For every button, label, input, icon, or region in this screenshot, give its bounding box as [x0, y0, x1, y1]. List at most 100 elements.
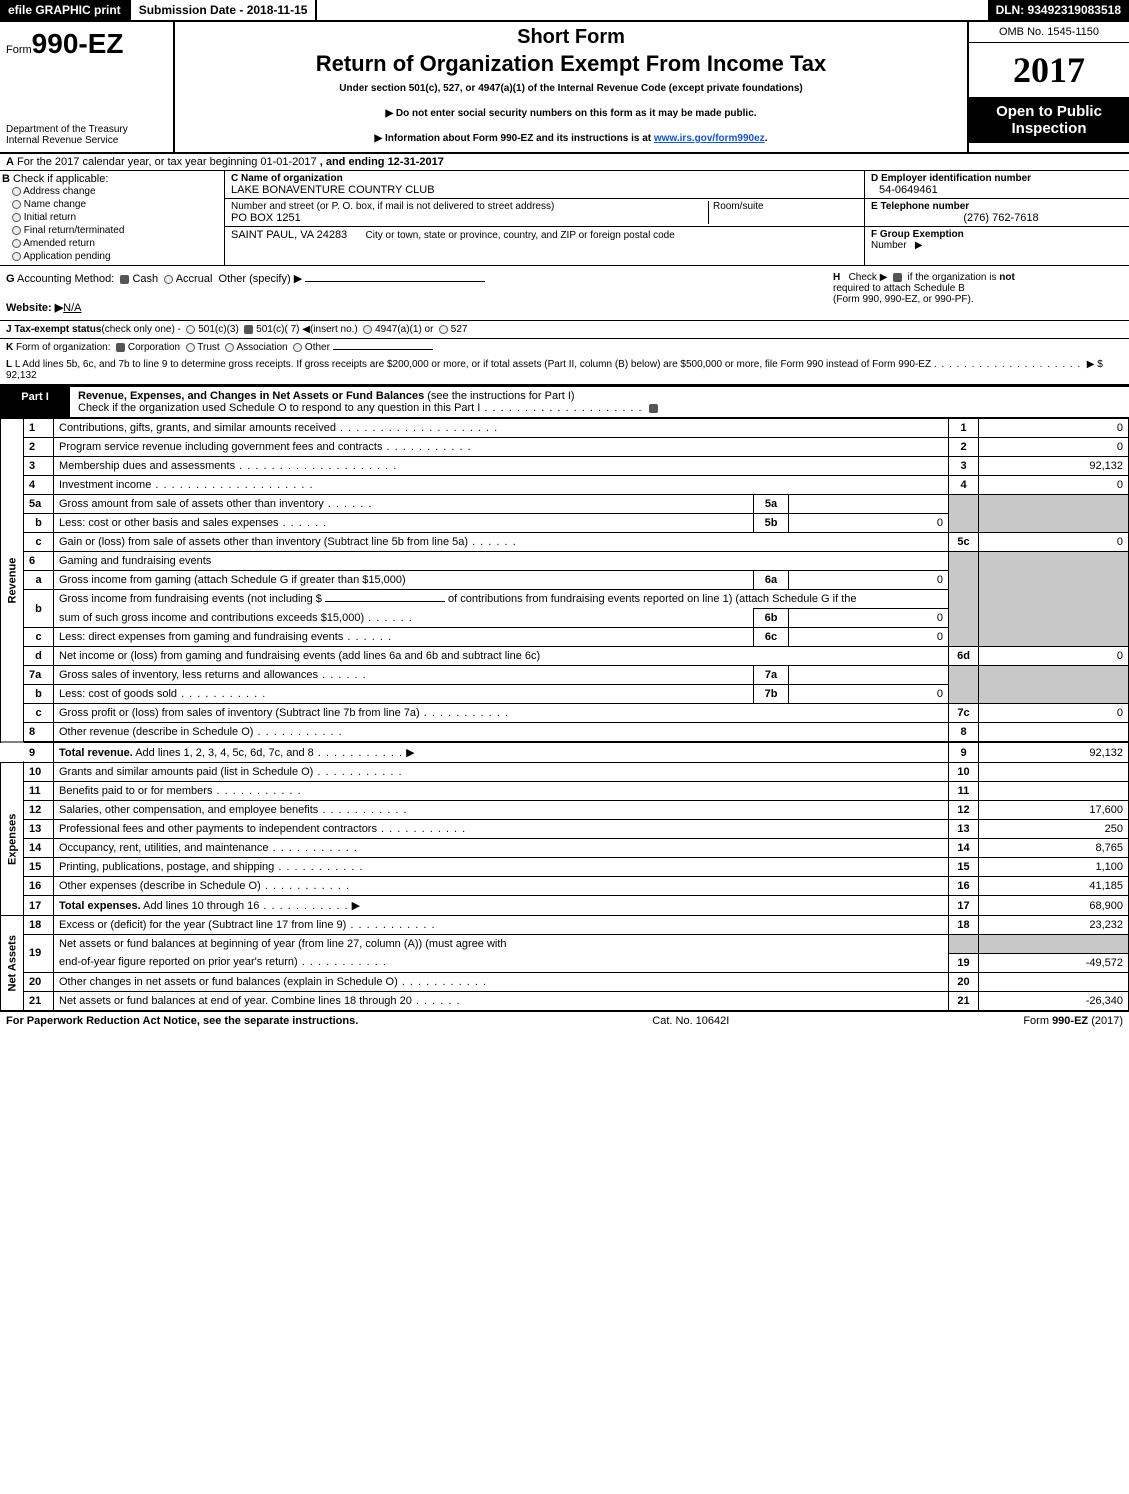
chk-cash[interactable] [120, 275, 129, 284]
chk-initial-return[interactable]: Initial return [2, 211, 218, 224]
top-bar-left: efile GRAPHIC print Submission Date - 20… [0, 0, 317, 20]
footer-right-bold: 990-EZ [1052, 1015, 1088, 1027]
h-check: Check ▶ [849, 272, 888, 283]
desc-7a: Gross sales of inventory, less returns a… [59, 669, 367, 681]
chk-h[interactable] [893, 273, 902, 282]
nc-18: 18 [949, 916, 979, 935]
part-1-subline: Check if the organization used Schedule … [78, 402, 480, 414]
desc-11: Benefits paid to or for members [59, 785, 212, 797]
org-street: PO BOX 1251 [231, 212, 708, 224]
f-label2: Number [871, 240, 907, 251]
chk-label: Name change [24, 199, 86, 210]
h-not: not [999, 272, 1015, 283]
nc-19: 19 [949, 953, 979, 972]
table-row: 20 Other changes in net assets or fund b… [1, 972, 1129, 991]
table-row: 14 Occupancy, rent, utilities, and maint… [1, 839, 1129, 858]
table-row: 3 Membership dues and assessments 3 92,1… [1, 457, 1129, 476]
table-row: 11 Benefits paid to or for members 11 [1, 782, 1129, 801]
sv-5b: 0 [789, 514, 949, 533]
part-1-table: Revenue 1 Contributions, gifts, grants, … [0, 418, 1129, 1011]
ln-3: 3 [24, 457, 54, 476]
amt-6d: 0 [979, 647, 1129, 666]
block-c: C Name of organization LAKE BONAVENTURE … [225, 171, 864, 265]
chk-final-return[interactable]: Final return/terminated [2, 224, 218, 237]
amt-5c: 0 [979, 533, 1129, 552]
h-text4: (Form 990, 990-EZ, or 990-PF). [833, 294, 974, 305]
c-city-label: City or town, state or province, country… [366, 230, 675, 241]
desc-4: Investment income [59, 479, 314, 491]
chk-accrual[interactable] [164, 275, 173, 284]
grey-19-amt [979, 935, 1129, 954]
ln-21: 21 [24, 991, 54, 1010]
l-text: L Add lines 5b, 6c, and 7b to line 9 to … [15, 359, 931, 370]
ln-18: 18 [24, 916, 54, 935]
tax-year: 2017 [969, 43, 1129, 97]
phone-value: (276) 762-7618 [871, 212, 1123, 224]
desc-7c: Gross profit or (loss) from sales of inv… [59, 707, 420, 719]
form-header: Form990-EZ Department of the Treasury In… [0, 22, 1129, 154]
line-a: A For the 2017 calendar year, or tax yea… [0, 154, 1129, 170]
ln-1: 1 [24, 419, 54, 438]
grey-7 [949, 666, 979, 704]
section-j: J Tax-exempt status(check only one) - 50… [0, 321, 1129, 339]
chk-label: Amended return [23, 238, 95, 249]
form-prefix: Form [6, 44, 32, 56]
nc-12: 12 [949, 801, 979, 820]
efile-print-button[interactable]: efile GRAPHIC print [0, 0, 129, 20]
table-row: 4 Investment income 4 0 [1, 476, 1129, 495]
ln-10: 10 [24, 763, 54, 782]
instructions-link[interactable]: www.irs.gov/form990ez [654, 133, 765, 144]
desc-8: Other revenue (describe in Schedule O) [59, 726, 253, 738]
grey-6 [949, 552, 979, 647]
table-row: 21 Net assets or fund balances at end of… [1, 991, 1129, 1010]
ln-12: 12 [24, 801, 54, 820]
chk-name-change[interactable]: Name change [2, 198, 218, 211]
form-number-big: 990-EZ [32, 28, 124, 59]
line-a-pre: For the 2017 calendar year, or tax year … [17, 156, 317, 168]
section-netassets: Net Assets [1, 916, 24, 1011]
chk-label: Application pending [23, 251, 110, 262]
desc-19: Net assets or fund balances at beginning… [54, 935, 949, 954]
chk-schedule-o[interactable] [649, 404, 658, 413]
amt-8 [979, 723, 1129, 743]
ln-6b: b [24, 590, 54, 628]
header-right: OMB No. 1545-1150 2017 Open to Public In… [969, 22, 1129, 152]
chk-application-pending[interactable]: Application pending [2, 250, 218, 263]
sl-6b: 6b [754, 609, 789, 628]
table-row: Net Assets 18 Excess or (deficit) for th… [1, 916, 1129, 935]
header-center: Short Form Return of Organization Exempt… [175, 22, 969, 152]
chk-amended-return[interactable]: Amended return [2, 237, 218, 250]
sv-6a: 0 [789, 571, 949, 590]
nc-1: 1 [949, 419, 979, 438]
website-value: N/A [63, 302, 81, 314]
ln-6d: d [24, 647, 54, 666]
table-row: 8 Other revenue (describe in Schedule O)… [1, 723, 1129, 743]
chk-label: Final return/terminated [24, 225, 125, 236]
table-row: 5a Gross amount from sale of assets othe… [1, 495, 1129, 514]
d-label: D Employer identification number [871, 173, 1031, 184]
table-row: Expenses 10 Grants and similar amounts p… [1, 763, 1129, 782]
amt-1: 0 [979, 419, 1129, 438]
ein-value: 54-0649461 [871, 184, 1123, 196]
ln-7a: 7a [24, 666, 54, 685]
table-row: 13 Professional fees and other payments … [1, 820, 1129, 839]
footer-left: For Paperwork Reduction Act Notice, see … [6, 1015, 358, 1027]
nc-13: 13 [949, 820, 979, 839]
table-row: 16 Other expenses (describe in Schedule … [1, 877, 1129, 896]
nc-15: 15 [949, 858, 979, 877]
table-row: c Gross profit or (loss) from sales of i… [1, 704, 1129, 723]
dln-label: DLN: 93492319083518 [988, 0, 1129, 20]
sv-6b: 0 [789, 609, 949, 628]
grey-7-amt [979, 666, 1129, 704]
chk-address-change[interactable]: Address change [2, 185, 218, 198]
desc-6c: Less: direct expenses from gaming and fu… [59, 631, 392, 643]
ln-13: 13 [24, 820, 54, 839]
sl-5b: 5b [754, 514, 789, 533]
table-row: 9 Total revenue. Add lines 1, 2, 3, 4, 5… [1, 742, 1129, 763]
page-footer: For Paperwork Reduction Act Notice, see … [0, 1011, 1129, 1030]
nc-7c: 7c [949, 704, 979, 723]
nc-8: 8 [949, 723, 979, 743]
ln-5a: 5a [24, 495, 54, 514]
amt-15: 1,100 [979, 858, 1129, 877]
nc-2: 2 [949, 438, 979, 457]
